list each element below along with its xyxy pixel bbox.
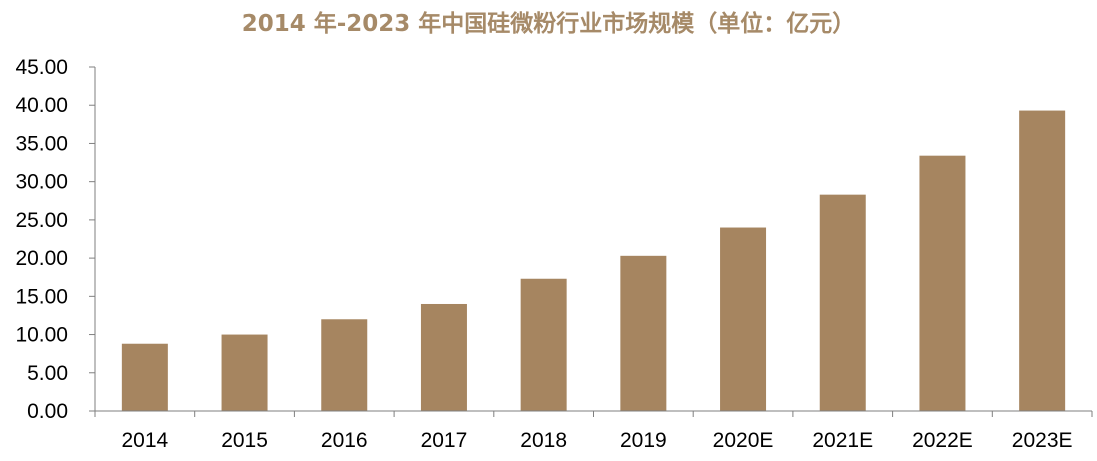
bar-2018	[520, 278, 567, 411]
y-tick-label: 15.00	[15, 285, 68, 308]
x-tick-label: 2017	[421, 429, 468, 452]
bar-2023E	[1019, 110, 1066, 411]
x-tick-label: 2020E	[713, 429, 774, 452]
chart-title: 2014 年-2023 年中国硅微粉行业市场规模（单位：亿元）	[241, 11, 856, 37]
bar-2020E	[720, 227, 767, 411]
x-tick-label: 2023E	[1012, 429, 1073, 452]
y-tick-labels: 0.00 5.00 10.00 15.00 20.00 25.00 30.00 35.00 40…	[15, 56, 68, 423]
x-tick-label: 2015	[221, 429, 268, 452]
y-tick-label: 0.00	[27, 400, 68, 423]
x-tick-label: 2022E	[912, 429, 973, 452]
x-tick-label: 2018	[520, 429, 567, 452]
bar-2015	[221, 334, 268, 411]
bar-2017	[420, 303, 467, 411]
y-tick-label: 25.00	[15, 209, 68, 232]
x-tick-label: 2019	[620, 429, 667, 452]
bar-2022E	[919, 155, 966, 411]
x-tick-label: 2016	[321, 429, 368, 452]
y-tick-label: 35.00	[15, 132, 68, 155]
axes-group	[89, 66, 1093, 417]
y-tick-label: 40.00	[15, 94, 68, 117]
y-tick-label: 30.00	[15, 171, 68, 194]
x-tick-label: 2021E	[812, 429, 873, 452]
y-tick-label: 5.00	[27, 362, 68, 385]
x-tick-labels: 2014 2015 2016 2017 2018 2019 2020E 2021E 2022E 2…	[121, 429, 1072, 452]
x-tick-label: 2014	[121, 429, 168, 452]
y-tick-label: 45.00	[15, 56, 68, 79]
bar-2016	[321, 319, 368, 411]
y-tick-label: 10.00	[15, 324, 68, 347]
bar-2019	[620, 255, 667, 411]
bar-2014	[121, 343, 168, 411]
bars-group	[121, 110, 1066, 411]
bar-2021E	[819, 194, 866, 411]
y-tick-label: 20.00	[15, 247, 68, 270]
